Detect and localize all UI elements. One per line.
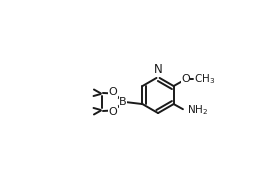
Text: O: O bbox=[108, 107, 117, 117]
Text: CH$_3$: CH$_3$ bbox=[194, 73, 215, 86]
Text: O: O bbox=[108, 87, 117, 97]
Text: B: B bbox=[119, 97, 127, 107]
Text: N: N bbox=[154, 63, 162, 76]
Text: NH$_2$: NH$_2$ bbox=[186, 103, 208, 117]
Text: O: O bbox=[181, 74, 190, 84]
